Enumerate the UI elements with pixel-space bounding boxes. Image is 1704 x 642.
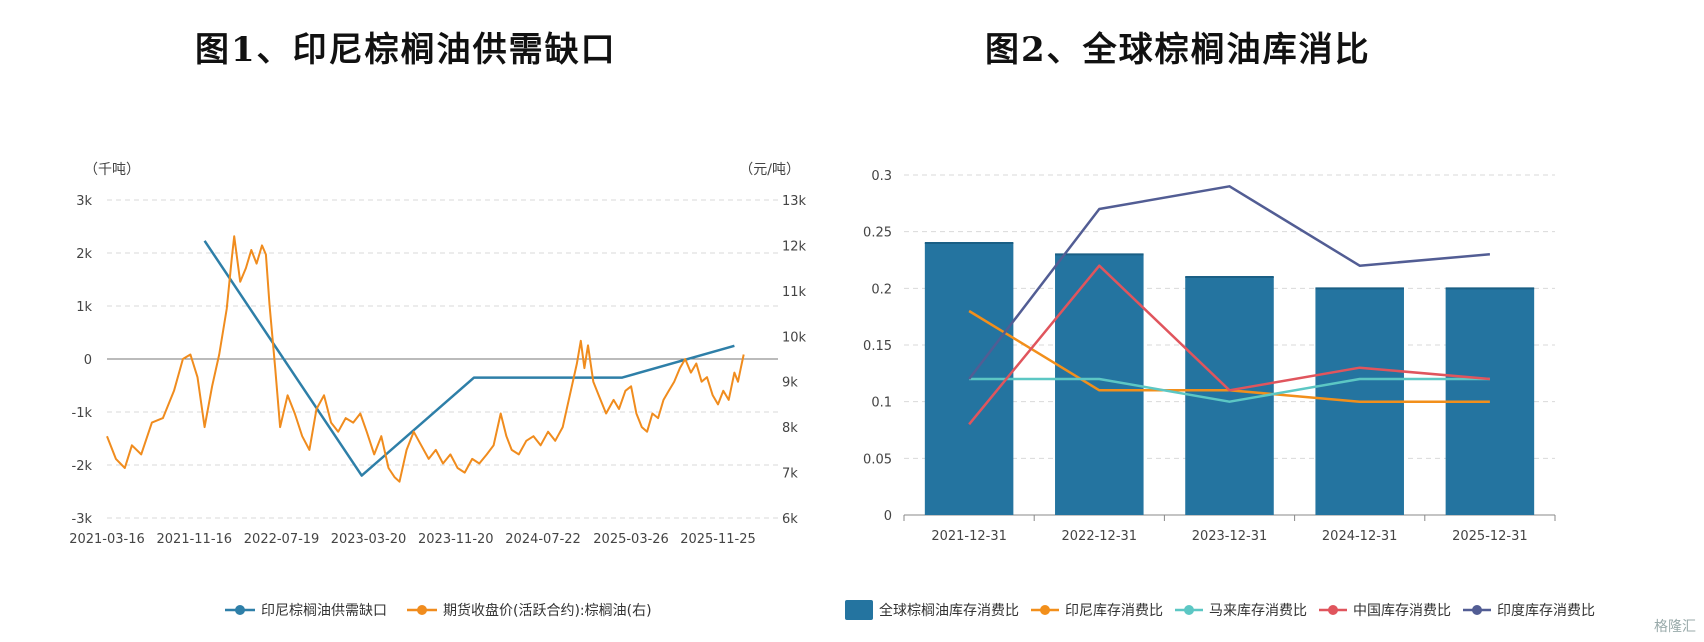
x-tick-label: 2024-07-22 — [505, 532, 581, 547]
left-tick-label: 1k — [76, 300, 92, 315]
x-tick-label: 2022-12-31 — [1062, 529, 1138, 544]
x-tick-label: 2025-11-25 — [680, 532, 756, 547]
x-tick-label: 2023-11-20 — [418, 532, 494, 547]
right-tick-label: 6k — [782, 512, 798, 527]
supply-gap-chart: （千吨） （元/吨） 3k 2k 1k 0 -1k -2k -3k 13k 12k 11k 10k 9k 8… — [69, 162, 807, 619]
x-tick-label: 2025-12-31 — [1452, 529, 1528, 544]
y-tick-label: 0 — [884, 509, 892, 524]
x-tick-label: 2022-07-19 — [244, 532, 320, 547]
legend-label: 印尼棕榈油供需缺口 — [261, 603, 387, 619]
y-tick-label: 0.2 — [871, 282, 892, 297]
ratio-line-2 — [969, 377, 1490, 403]
chart2-title: 图2、全球棕榈油库消比 — [985, 30, 1371, 70]
supply-gap-line — [203, 240, 735, 477]
right-axis-unit: （元/吨） — [739, 162, 800, 178]
legend-swatch-dot — [417, 605, 427, 615]
legend-label: 印尼库存消费比 — [1065, 603, 1163, 619]
ratio-line-3 — [968, 264, 1491, 426]
right-tick-label: 9k — [782, 376, 798, 391]
x-tick-label: 2023-12-31 — [1192, 529, 1268, 544]
x-tick-label: 2024-12-31 — [1322, 529, 1398, 544]
right-tick-label: 11k — [782, 285, 807, 300]
legend-swatch-bar — [845, 600, 873, 620]
legend-label: 全球棕榈油库存消费比 — [879, 602, 1019, 619]
x-tick-label: 2021-03-16 — [69, 532, 145, 547]
y-tick-label: 0.05 — [863, 452, 892, 467]
legend-swatch-dot — [1040, 605, 1050, 615]
left-tick-label: -1k — [72, 406, 93, 421]
legend-label: 中国库存消费比 — [1353, 603, 1451, 619]
legend-label: 马来库存消费比 — [1209, 603, 1307, 619]
y-tick-label: 0.15 — [863, 339, 892, 354]
stock-ratio-chart: 0.3 0.25 0.2 0.15 0.1 0.05 0 2021-12-31 2022-12-… — [845, 169, 1595, 620]
legend-swatch-dot — [1328, 605, 1338, 615]
legend-swatch-dot — [1472, 605, 1482, 615]
x-tick-label: 2023-03-20 — [331, 532, 407, 547]
left-tick-label: 0 — [84, 353, 92, 368]
right-tick-label: 8k — [782, 421, 798, 436]
x-tick-label: 2021-11-16 — [157, 532, 233, 547]
left-axis-unit: （千吨） — [84, 162, 140, 178]
watermark-logo: 格隆汇 — [1654, 619, 1696, 635]
right-tick-label: 13k — [782, 194, 807, 209]
futures-price-line — [106, 235, 745, 483]
left-tick-label: 3k — [76, 194, 92, 209]
ratio-line-4 — [968, 185, 1491, 380]
legend-label: 期货收盘价(活跃合约):棕榈油(右) — [443, 602, 652, 619]
y-tick-label: 0.1 — [871, 396, 892, 411]
right-tick-label: 10k — [782, 330, 807, 345]
x-tick-label: 2021-12-31 — [931, 529, 1007, 544]
right-tick-label: 12k — [782, 239, 807, 254]
x-tick-label: 2025-03-26 — [593, 532, 669, 547]
legend-swatch-dot — [235, 605, 245, 615]
left-tick-label: -3k — [72, 512, 93, 527]
left-tick-label: -2k — [72, 459, 93, 474]
y-tick-label: 0.25 — [863, 226, 892, 241]
legend-swatch-dot — [1184, 605, 1194, 615]
chart1-title: 图1、印尼棕榈油供需缺口 — [195, 30, 617, 70]
legend-label: 印度库存消费比 — [1497, 603, 1595, 619]
left-tick-label: 2k — [76, 247, 92, 262]
right-tick-label: 7k — [782, 467, 798, 482]
y-tick-label: 0.3 — [871, 169, 892, 184]
